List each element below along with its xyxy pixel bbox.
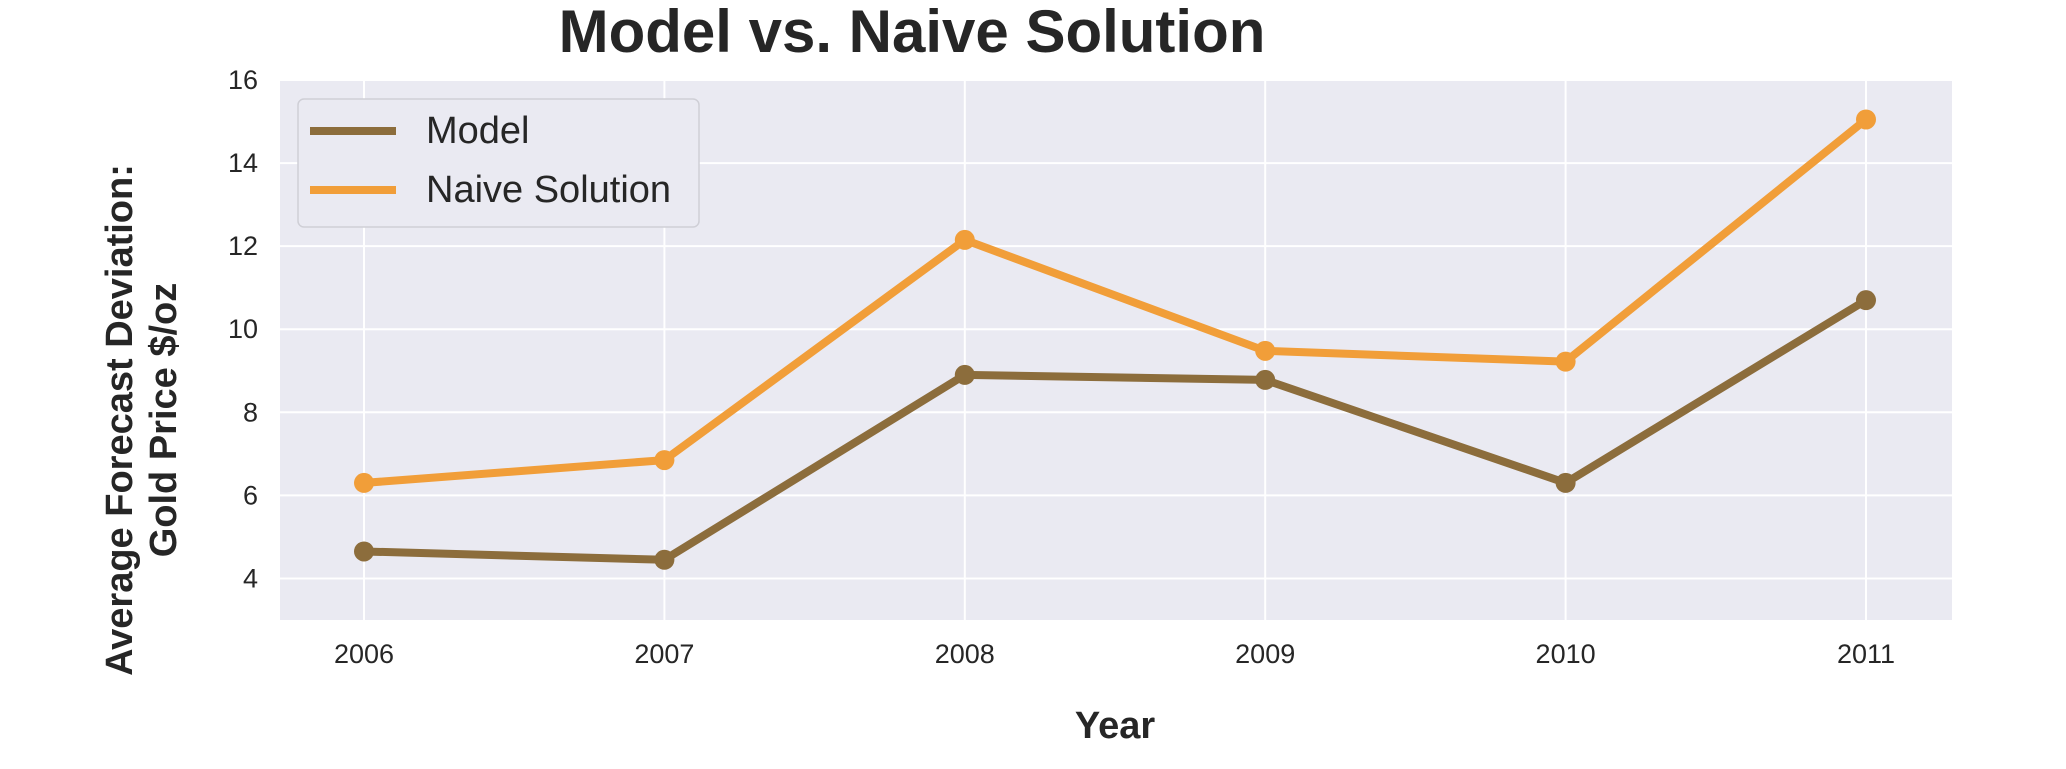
y-tick-label: 16 bbox=[228, 65, 258, 95]
data-point-naive-solution bbox=[1255, 340, 1276, 361]
x-axis-ticks: 2006 2007 2008 2009 2010 2011 bbox=[334, 639, 1895, 669]
data-point-model bbox=[354, 541, 374, 562]
data-point-naive-solution bbox=[1555, 351, 1576, 372]
data-point-naive-solution bbox=[1856, 109, 1876, 130]
series-line-model bbox=[360, 296, 1870, 564]
y-tick-label: 8 bbox=[243, 397, 258, 427]
y-tick-label: 14 bbox=[228, 148, 258, 178]
x-tick-label: 2010 bbox=[1536, 639, 1596, 669]
x-tick-label: 2007 bbox=[634, 639, 694, 669]
data-point-naive-solution bbox=[654, 450, 675, 471]
x-tick-label: 2011 bbox=[1837, 639, 1895, 669]
data-point-model bbox=[654, 549, 675, 570]
x-tick-label: 2008 bbox=[935, 639, 995, 669]
data-point-naive-solution bbox=[954, 229, 975, 250]
series-layer bbox=[354, 109, 1876, 570]
legend-label-naive-solution: Naive Solution bbox=[426, 169, 671, 211]
y-axis-ticks: 4 6 8 10 12 14 16 bbox=[228, 65, 258, 593]
data-point-model bbox=[1555, 472, 1576, 493]
data-point-model bbox=[1255, 369, 1276, 390]
y-tick-label: 6 bbox=[243, 480, 258, 510]
data-point-model bbox=[954, 364, 975, 385]
chart-title: Model vs. Naive Solution bbox=[559, 0, 1266, 65]
y-tick-label: 12 bbox=[228, 231, 258, 261]
legend-label-model: Model bbox=[426, 110, 530, 152]
x-tick-label: 2009 bbox=[1235, 639, 1295, 669]
x-axis-title: Year bbox=[1075, 705, 1156, 747]
series-model bbox=[354, 290, 1876, 570]
y-tick-label: 10 bbox=[228, 314, 258, 344]
data-point-naive-solution bbox=[354, 472, 374, 493]
data-point-model bbox=[1856, 290, 1876, 311]
series-naive-solution bbox=[354, 109, 1876, 493]
y-tick-label: 4 bbox=[243, 563, 258, 593]
x-tick-label: 2006 bbox=[334, 639, 394, 669]
series-line-naive-solution bbox=[360, 115, 1870, 487]
legend: Model Naive Solution bbox=[297, 98, 700, 228]
legend-box bbox=[297, 98, 700, 228]
y-axis-title-line-1: Average Forecast Deviation: bbox=[99, 164, 141, 676]
y-axis-title-line-2: Gold Price $/oz bbox=[143, 283, 185, 558]
